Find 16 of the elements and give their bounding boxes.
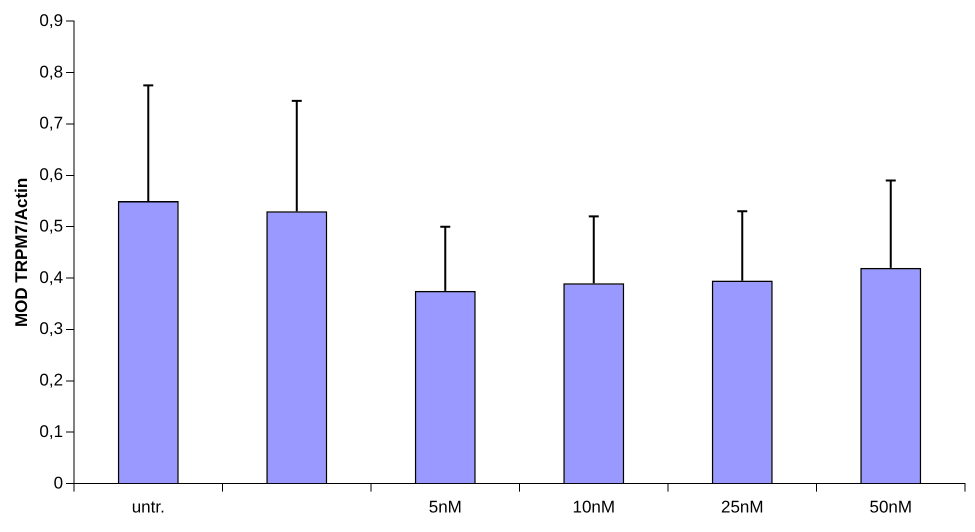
y-tick-label: 0 (54, 473, 64, 492)
y-tick-label: 0,6 (39, 165, 64, 184)
y-tick-label: 0,8 (39, 62, 64, 82)
y-tick-label: 0,3 (39, 319, 64, 338)
y-tick-label: 0,5 (39, 216, 64, 236)
x-tick-label: 5nM (428, 497, 462, 516)
y-tick-label: 0,4 (39, 268, 64, 287)
x-tick-label: 50nM (869, 497, 912, 516)
y-tick-label: 0,7 (39, 114, 64, 133)
x-tick-label: 10nM (572, 497, 616, 516)
x-tick-label: 25nM (720, 497, 764, 516)
y-tick-label: 0,2 (39, 370, 64, 390)
x-tick-label: untr. (132, 497, 165, 516)
y-axis-title: MOD TRPM7/Actin (12, 178, 31, 328)
y-tick-label: 0,9 (39, 10, 64, 30)
y-tick-label: 0,1 (39, 422, 64, 441)
